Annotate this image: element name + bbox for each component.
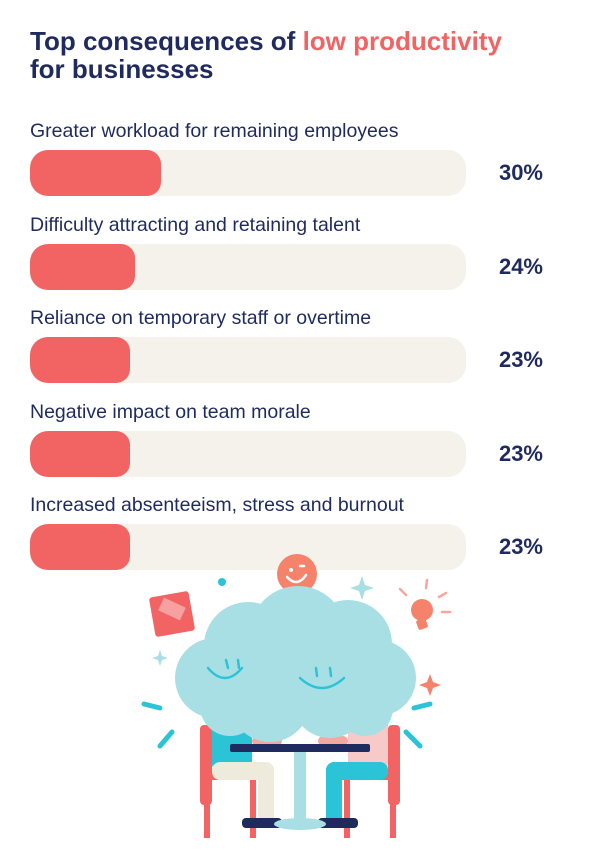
title-line2: for businesses [30,54,214,84]
value-label: 23% [498,440,543,466]
bar-row: Increased absenteeism, stress and burnou… [0,494,601,578]
value-label: 24% [498,253,543,279]
category-label: Difficulty attracting and retaining tale… [30,213,361,236]
meeting-illustration [141,554,452,838]
smiley-face-icon [277,554,317,594]
bar-row: Negative impact on team morale 23% [0,401,601,485]
bar-track [30,430,466,477]
bar-row: Difficulty attracting and retaining tale… [0,214,601,298]
value-label: 30% [498,160,543,185]
bar-row: Reliance on temporary staff or overtime 2… [0,307,601,391]
title-accent: low productivity [302,26,502,56]
bar-track [30,524,466,570]
bar-track [30,243,466,290]
bar-row: Greater workload for remaining employees… [0,120,601,204]
sticky-note-icon [149,591,195,637]
cloud-icon [175,586,416,742]
bar [30,430,130,477]
bar [30,524,130,570]
bar-track [30,337,466,383]
lightbulb-icon [398,578,452,630]
dot-icon [218,578,226,586]
category-label: Increased absenteeism, stress and burnou… [30,494,404,516]
bar [30,150,161,196]
value-label: 23% [498,347,543,372]
table-icon [230,744,370,830]
chart-title: Top consequences of low productivity for… [30,27,570,83]
value-label: 23% [498,534,543,559]
category-label: Negative impact on team morale [30,400,311,423]
category-label: Greater workload for remaining employees [30,120,399,142]
title-prefix: Top consequences of [30,26,303,56]
sparkle-icon [419,674,441,696]
bar [30,243,135,290]
bar [30,337,130,383]
bar-track [30,150,466,196]
category-label: Reliance on temporary staff or overtime [30,307,372,329]
sparkle-icon [152,576,374,666]
